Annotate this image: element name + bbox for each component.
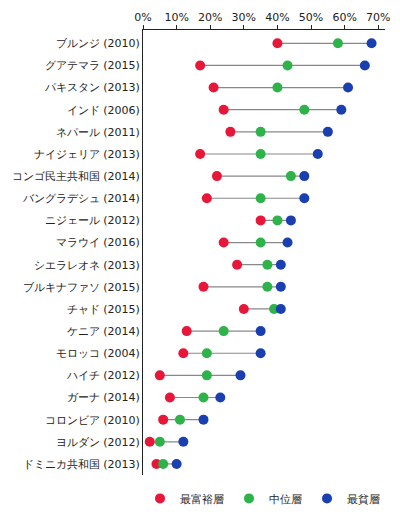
svg-text:60%: 60%	[332, 11, 356, 24]
svg-text:ネパール (2011): ネパール (2011)	[56, 126, 140, 139]
svg-text:30%: 30%	[232, 11, 256, 24]
svg-text:ガーナ (2014): ガーナ (2014)	[67, 391, 140, 404]
svg-text:チャド (2015): チャド (2015)	[67, 303, 140, 316]
svg-text:コロンビア (2010): コロンビア (2010)	[45, 414, 140, 427]
svg-text:シエラレオネ (2013): シエラレオネ (2013)	[34, 259, 140, 272]
svg-text:中位層: 中位層	[269, 493, 302, 506]
svg-text:ハイチ (2012): ハイチ (2012)	[66, 369, 140, 382]
svg-text:マラウイ (2016): マラウイ (2016)	[56, 236, 140, 249]
svg-text:ニジェール (2012): ニジェール (2012)	[45, 214, 140, 227]
svg-text:0%: 0%	[134, 11, 151, 24]
svg-text:ブルンジ (2010): ブルンジ (2010)	[56, 37, 140, 50]
svg-text:10%: 10%	[164, 11, 188, 24]
svg-text:最富裕層: 最富裕層	[180, 493, 224, 506]
svg-text:ケニア (2014): ケニア (2014)	[67, 325, 140, 338]
svg-text:70%: 70%	[366, 11, 390, 24]
svg-text:グアテマラ (2015): グアテマラ (2015)	[45, 59, 140, 72]
svg-text:コンゴ民主共和国 (2014): コンゴ民主共和国 (2014)	[12, 170, 140, 183]
svg-text:インド (2006): インド (2006)	[67, 104, 140, 117]
svg-text:ヨルダン (2012): ヨルダン (2012)	[56, 436, 140, 449]
svg-text:ナイジェリア (2013): ナイジェリア (2013)	[34, 148, 140, 161]
svg-text:40%: 40%	[265, 11, 289, 24]
svg-text:ドミニカ共和国 (2013): ドミニカ共和国 (2013)	[23, 458, 140, 471]
svg-text:50%: 50%	[299, 11, 323, 24]
svg-text:バングラデシュ (2014): バングラデシュ (2014)	[22, 192, 140, 205]
svg-text:モロッコ (2004): モロッコ (2004)	[56, 347, 140, 360]
svg-text:20%: 20%	[198, 11, 222, 24]
svg-text:パキスタン (2013): パキスタン (2013)	[44, 81, 140, 94]
svg-text:最貧層: 最貧層	[347, 493, 380, 506]
svg-text:ブルキナファソ (2015): ブルキナファソ (2015)	[23, 281, 140, 294]
